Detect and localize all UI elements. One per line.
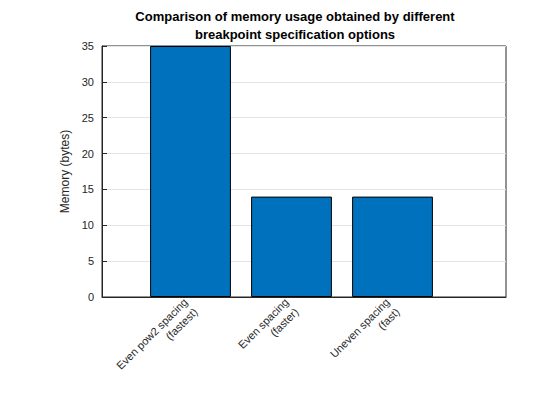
svg-text:Memory (bytes): Memory (bytes) [58, 130, 72, 213]
svg-text:0: 0 [88, 291, 94, 303]
svg-text:(fastest): (fastest) [163, 306, 200, 343]
svg-text:10: 10 [82, 219, 94, 231]
svg-text:20: 20 [82, 148, 94, 160]
svg-text:(faster): (faster) [268, 306, 301, 339]
svg-text:Even spacing: Even spacing [235, 295, 291, 351]
svg-text:Even pow2 spacing: Even pow2 spacing [113, 295, 190, 372]
svg-text:breakpoint specification optio: breakpoint specification options [195, 27, 395, 42]
svg-text:Uneven spacing: Uneven spacing [327, 295, 392, 360]
svg-text:15: 15 [82, 183, 94, 195]
svg-text:Comparison of memory usage obt: Comparison of memory usage obtained by d… [135, 9, 455, 24]
svg-text:35: 35 [82, 40, 94, 52]
svg-text:25: 25 [82, 112, 94, 124]
svg-text:5: 5 [88, 255, 94, 267]
svg-text:30: 30 [82, 76, 94, 88]
svg-text:(fast): (fast) [376, 306, 402, 332]
